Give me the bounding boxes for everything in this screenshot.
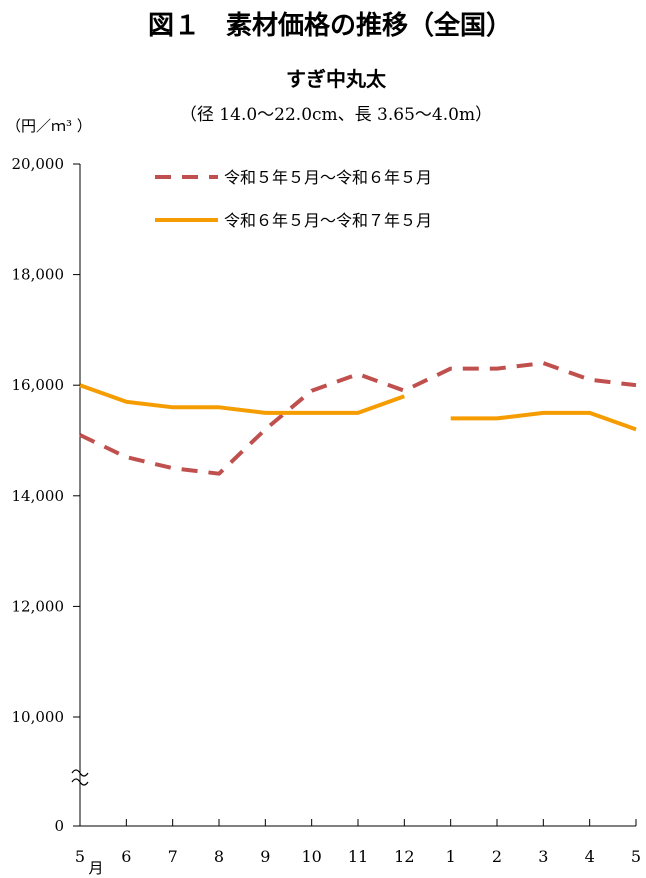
axis-break-mark — [71, 769, 89, 777]
legend-label: 令和６年５月～令和７年５月 — [224, 211, 432, 230]
x-tick-label: 4 — [585, 847, 595, 866]
x-tick-labels: 5 6 7 8 9 10 11 12 1 2 3 4 5月 — [75, 847, 641, 877]
y-tick-label: 20,000 — [12, 155, 65, 173]
x-tick-label: 8 — [214, 847, 224, 866]
y-tick-label: 18,000 — [12, 266, 65, 284]
chart-subtitle: すぎ中丸太 — [286, 67, 387, 91]
axis-break-mark — [71, 778, 89, 786]
x-tick-label: 5 — [75, 847, 85, 866]
figure-title: 図１ 素材価格の推移（全国） — [148, 10, 512, 41]
series-line-2 — [450, 410, 637, 432]
x-tick-label: 10 — [301, 847, 321, 866]
legend-label: 令和５年５月～令和６年５月 — [224, 168, 432, 187]
x-tick-label: 11 — [348, 847, 368, 866]
x-unit-label: 月 — [88, 859, 103, 877]
x-tick-label: 3 — [538, 847, 548, 866]
x-tick-label: 7 — [168, 847, 178, 866]
x-tick-label: 2 — [492, 847, 502, 866]
y-tick-label: 14,000 — [12, 487, 65, 505]
series-lines — [79, 361, 637, 476]
y-tick-label: 0 — [54, 817, 64, 835]
y-tick-label: 12,000 — [12, 597, 65, 615]
y-tick-label: 10,000 — [12, 708, 65, 726]
x-tick-label: 12 — [394, 847, 414, 866]
axes — [71, 163, 637, 827]
y-tick-labels: 20,000 18,000 16,000 14,000 12,000 10,000 0 — [12, 155, 65, 835]
x-tick-label: 9 — [260, 847, 270, 866]
x-tick-label: 5 — [631, 847, 641, 866]
x-tick-label: 1 — [446, 847, 456, 866]
series-line-2 — [79, 383, 405, 415]
y-unit-label: （円／ｍ³ ） — [6, 117, 92, 135]
y-tick-label: 16,000 — [12, 376, 65, 394]
series-line-1 — [79, 361, 637, 476]
x-tick-label: 6 — [121, 847, 131, 866]
chart-spec: （径 14.0～22.0cm、長 3.65～4.0m） — [180, 105, 492, 125]
